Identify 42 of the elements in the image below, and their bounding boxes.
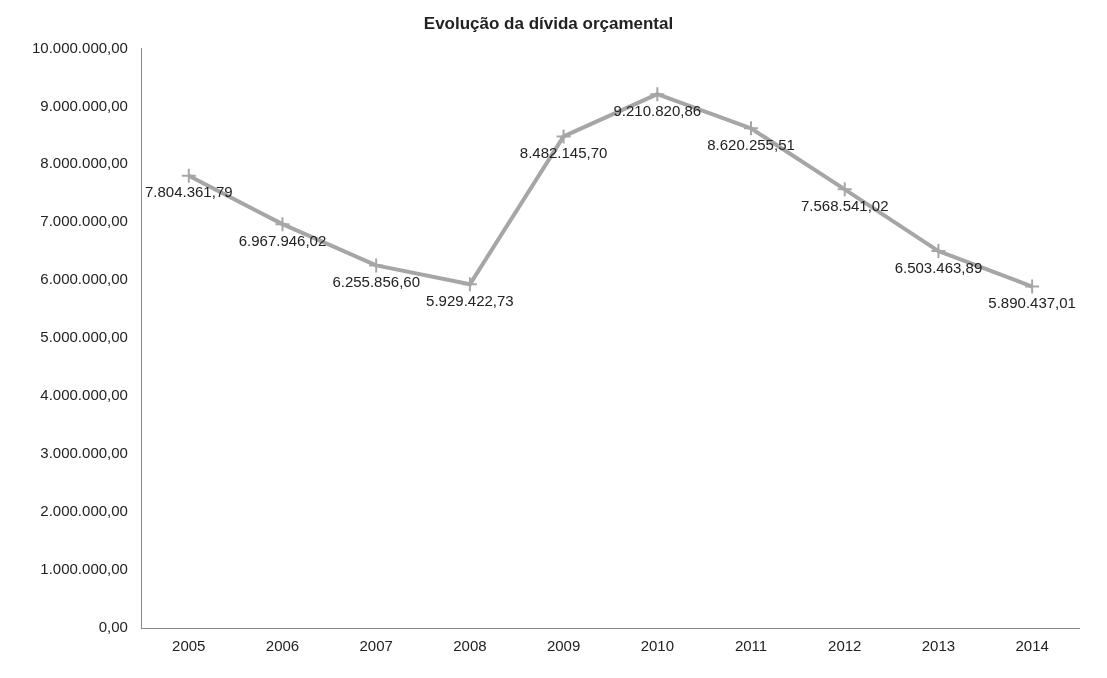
data-label: 6.967.946,02	[238, 231, 327, 249]
y-tick-label: 2.000.000,00	[40, 502, 128, 520]
x-tick-label: 2014	[1015, 637, 1049, 655]
x-tick-label: 2005	[172, 637, 206, 655]
data-label: 7.568.541,02	[800, 196, 889, 214]
x-tick-label: 2011	[734, 637, 768, 655]
x-tick-label: 2007	[359, 637, 393, 655]
y-tick-label: 6.000.000,00	[40, 270, 128, 288]
y-tick-label: 10.000.000,00	[31, 38, 128, 56]
data-label: 6.255.856,60	[332, 273, 420, 291]
point	[555, 128, 572, 145]
y-tick-label: 5.000.000,00	[40, 328, 128, 346]
x-tick-label: 2009	[546, 637, 581, 655]
point	[930, 243, 947, 260]
x-tick-label: 2008	[453, 637, 487, 655]
data-label: 8.620.255,51	[707, 136, 795, 154]
y-tick-label: 0,00	[98, 618, 128, 636]
y-tick-label: 7.000.000,00	[40, 212, 128, 230]
x-tick-label: 2013	[921, 637, 956, 655]
data-label: 8.482.145,70	[519, 144, 608, 162]
point	[274, 216, 291, 233]
y-tick-label: 9.000.000,00	[40, 96, 128, 114]
point	[1024, 278, 1041, 295]
data-label: 5.929.422,73	[426, 291, 514, 309]
point	[649, 86, 666, 103]
data-label: 5.890.437,01	[988, 294, 1076, 312]
data-label: 7.804.361,79	[144, 183, 233, 201]
point	[368, 257, 385, 274]
y-tick-label: 8.000.000,00	[40, 154, 128, 172]
x-tick-label: 2012	[828, 637, 862, 655]
point	[180, 167, 197, 184]
point	[743, 120, 760, 137]
y-tick-label: 3.000.000,00	[40, 444, 128, 462]
y-tick-label: 4.000.000,00	[40, 386, 128, 404]
point	[461, 276, 478, 293]
chart-title: Evolução da dívida orçamental	[423, 13, 674, 33]
x-tick-label: 2010	[640, 637, 674, 655]
point	[836, 181, 853, 198]
y-tick-label: 1.000.000,00	[40, 560, 128, 578]
x-tick-label: 2006	[265, 637, 300, 655]
data-label: 9.210.820,86	[613, 101, 702, 119]
data-label: 6.503.463,89	[894, 258, 983, 276]
